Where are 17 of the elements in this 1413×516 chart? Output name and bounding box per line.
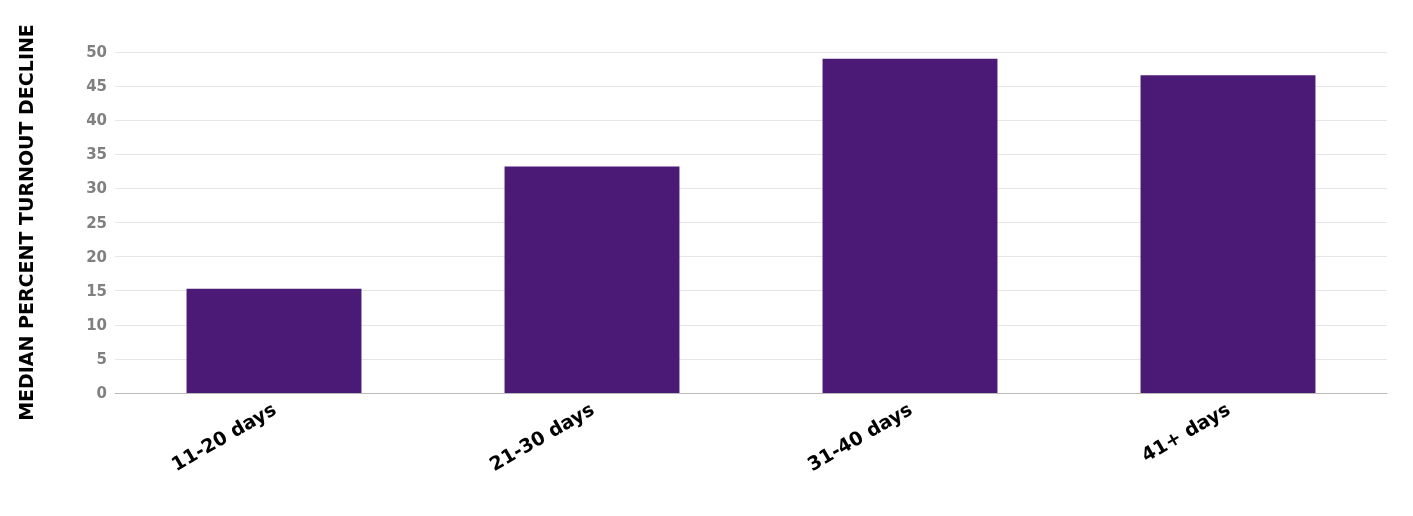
y-tick-label: 20 [86,247,107,266]
bar [822,58,998,393]
y-tick-label: 5 [96,349,107,368]
bar [1140,75,1316,393]
y-tick-label: 40 [86,111,107,130]
y-tick-label: 50 [86,43,107,61]
x-tick-label: 41+ days [1137,397,1234,466]
bar [186,288,362,393]
y-tick-label: 35 [86,145,107,164]
y-tick-label: 15 [86,281,107,300]
y-axis-title: MEDIAN PERCENT TURNOUT DECLINE [14,24,37,421]
y-tick-label: 10 [86,315,107,334]
y-tick-label: 25 [86,213,107,232]
y-tick-label: 0 [96,384,107,402]
y-tick-label: 45 [86,77,107,96]
bar [504,166,680,393]
y-tick-label: 30 [86,179,107,198]
